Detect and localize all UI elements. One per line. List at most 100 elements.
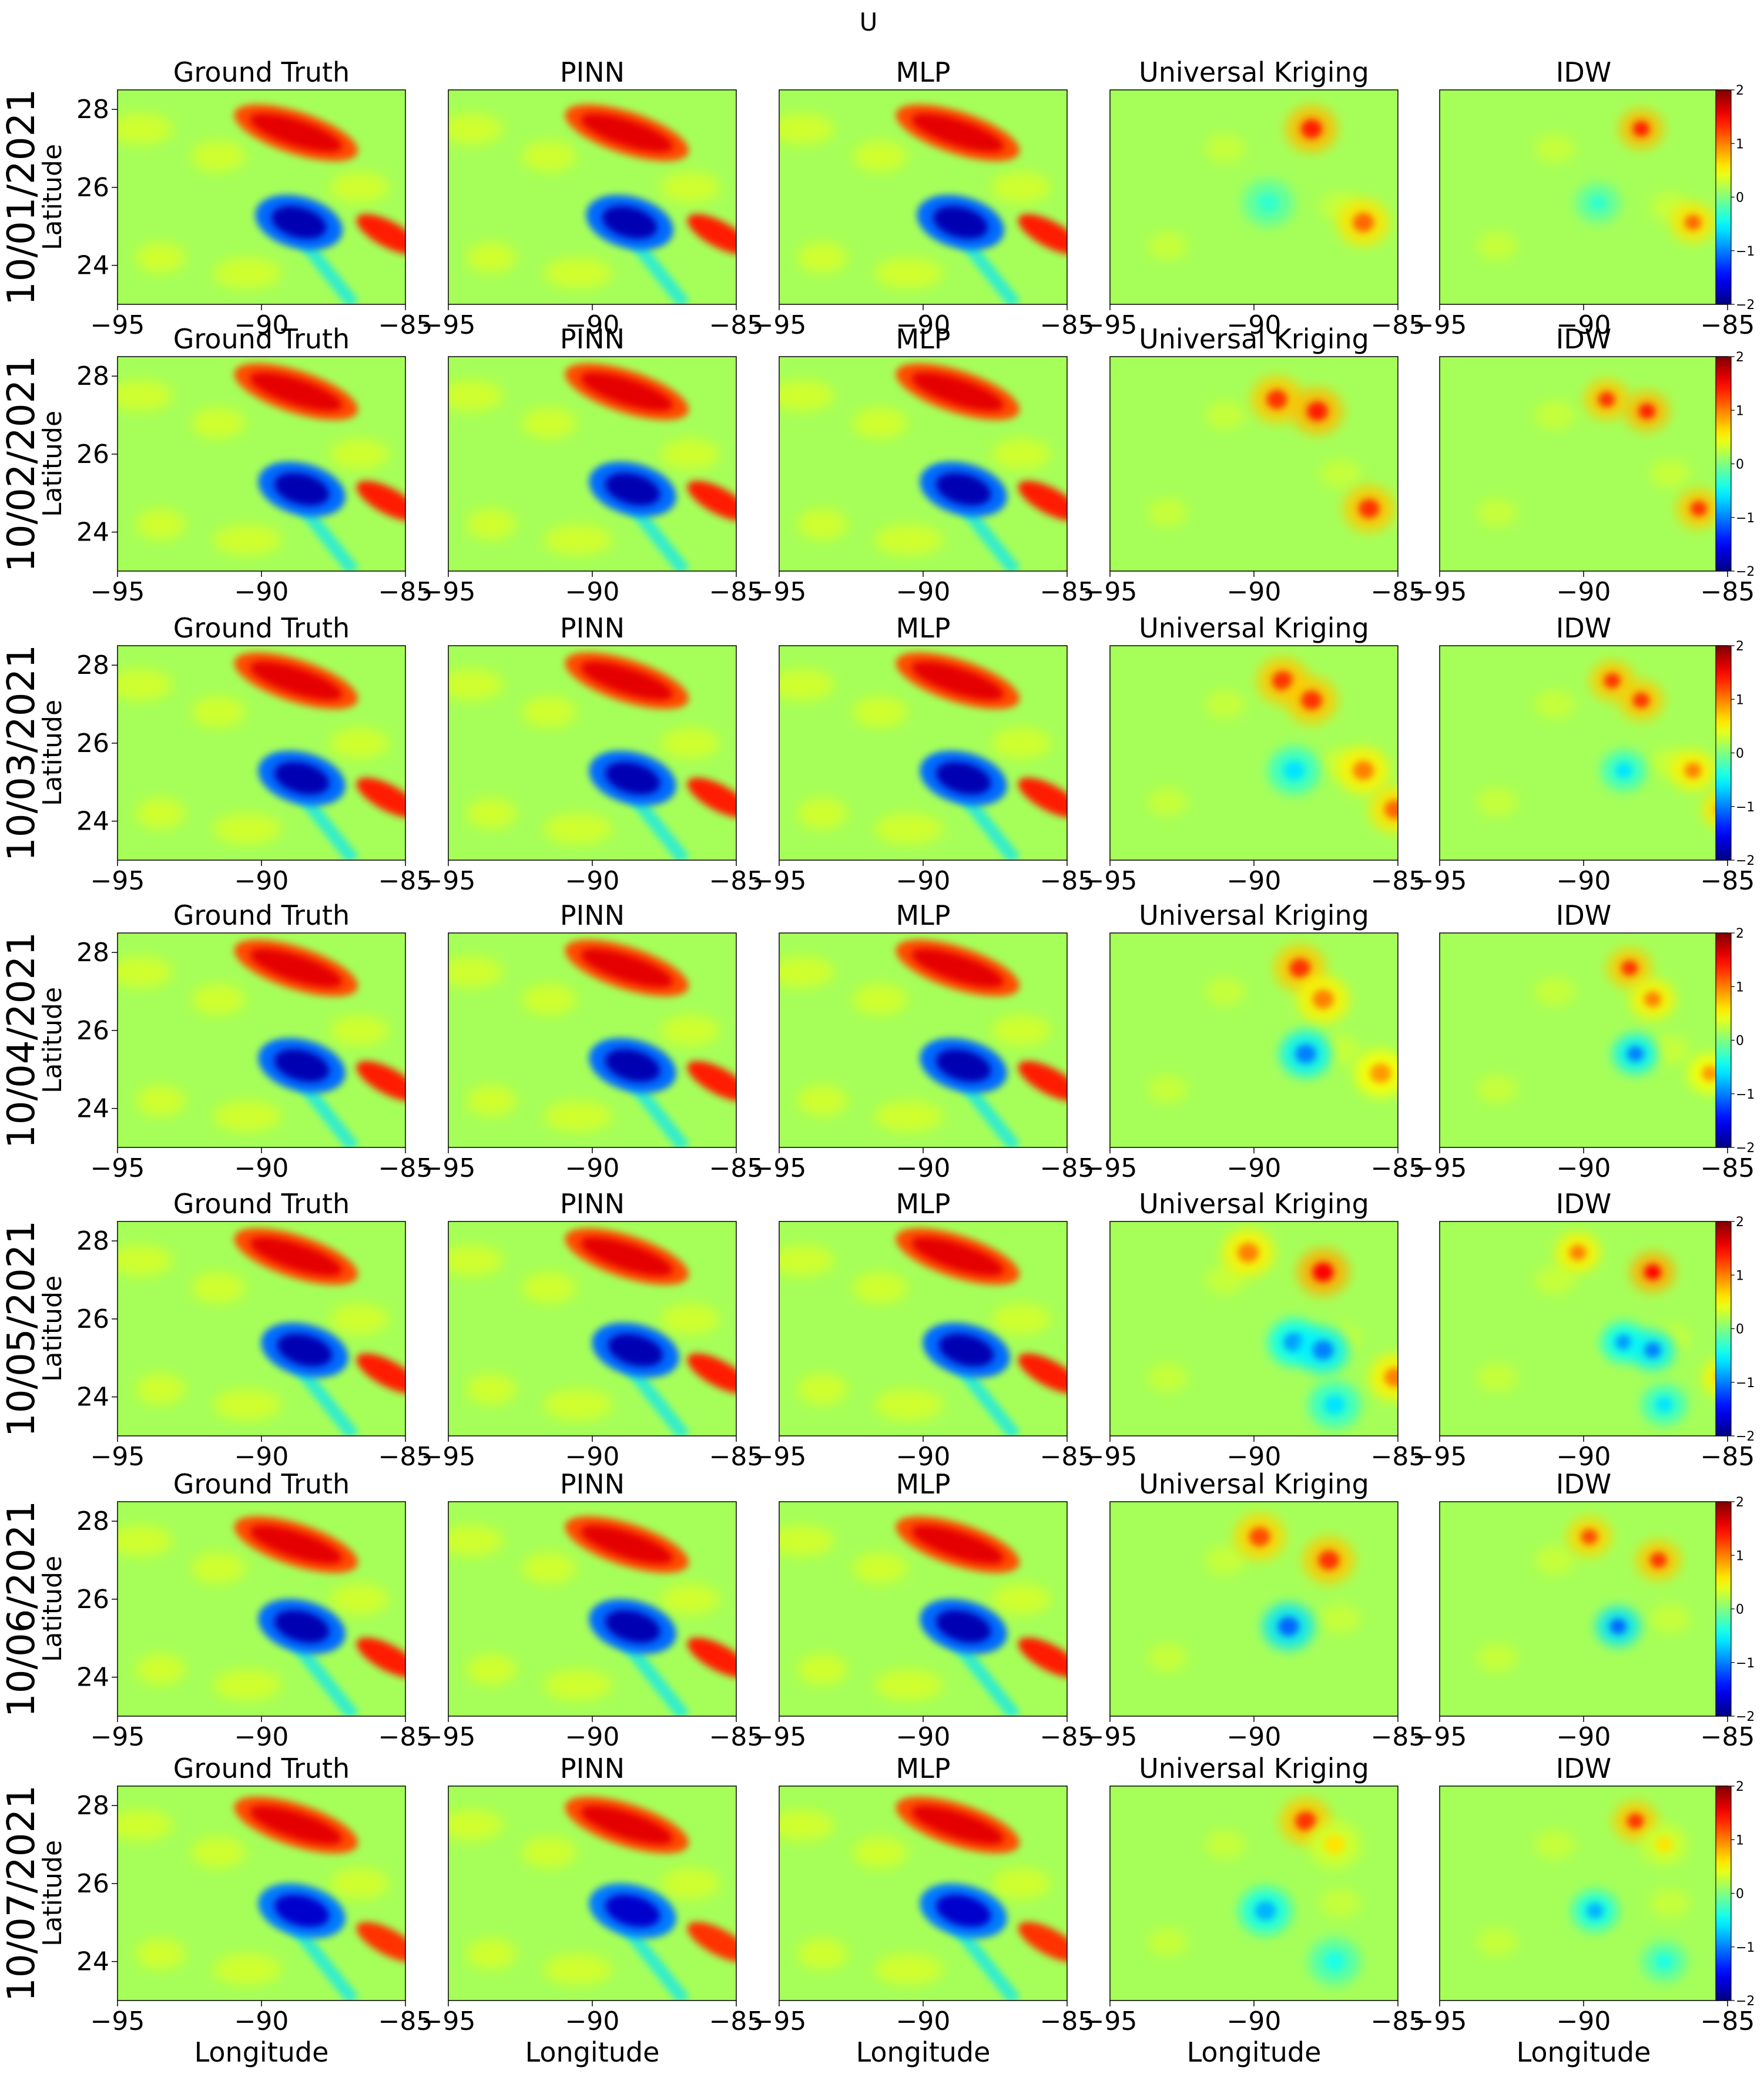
cold-eddy xyxy=(935,1610,991,1643)
x-tick-label: −85 xyxy=(1040,2006,1095,2036)
x-tick-label: −95 xyxy=(752,310,807,340)
cold-eddy xyxy=(271,206,327,239)
x-tick-label: −85 xyxy=(709,866,764,896)
warm-core xyxy=(250,948,343,988)
field-patch xyxy=(467,1374,517,1405)
east-band xyxy=(687,777,736,818)
x-tick-label: −95 xyxy=(1083,577,1138,607)
y-tick-label: 24 xyxy=(76,1382,109,1412)
colorbar-tick-label: 1 xyxy=(1736,404,1744,418)
obs-blob xyxy=(1655,1954,1673,1969)
x-tick-label: −95 xyxy=(90,866,145,896)
panel-title: Ground Truth xyxy=(173,1188,350,1220)
x-tick-label: −90 xyxy=(896,1442,951,1472)
field-patch xyxy=(448,380,504,411)
field-patch xyxy=(1320,1889,1360,1918)
x-tick-label: −85 xyxy=(1701,1442,1755,1472)
obs-blob xyxy=(1589,195,1607,211)
field-patch xyxy=(1477,1928,1517,1956)
x-tick-label: −85 xyxy=(1701,2006,1755,2036)
row-date-label: 10/07/2021 xyxy=(0,1785,43,2002)
warm-core xyxy=(250,1805,343,1845)
field-patch xyxy=(853,1837,907,1868)
field-patch xyxy=(1477,1643,1517,1672)
x-tick-label: −90 xyxy=(234,1722,289,1752)
obs-blob xyxy=(1702,1065,1719,1082)
x-tick-label: −85 xyxy=(709,1722,764,1752)
field-patch xyxy=(1477,498,1517,527)
warm-core xyxy=(911,948,1004,988)
field-patch xyxy=(797,242,847,273)
field-patch xyxy=(874,524,943,555)
cold-eddy xyxy=(938,1333,994,1367)
panel-title: Ground Truth xyxy=(173,56,350,88)
field-patch xyxy=(191,1552,246,1583)
east-band xyxy=(687,214,736,254)
y-tick-label: 26 xyxy=(76,1869,109,1899)
obs-blob xyxy=(1266,390,1288,410)
colorbar-tick-label: −2 xyxy=(1736,565,1755,579)
obs-blob xyxy=(1312,1340,1334,1360)
warm-core xyxy=(911,113,1004,152)
colorbar-gradient xyxy=(1715,89,1732,305)
warm-core xyxy=(250,1237,343,1276)
x-tick-label: −95 xyxy=(752,2006,807,2036)
panel-mlp: MLP −95 −90 −85 xyxy=(752,1188,1095,1472)
east-band xyxy=(356,481,405,521)
field-patch xyxy=(213,1954,281,1985)
x-tick-label: −85 xyxy=(1040,577,1095,607)
field-patch xyxy=(1477,1075,1517,1103)
x-tick-label: −90 xyxy=(1227,1153,1282,1183)
colorbar-tick-label: 1 xyxy=(1736,137,1744,152)
x-tick-label: −95 xyxy=(90,2006,145,2036)
panel-title: PINN xyxy=(560,1753,625,1784)
x-tick-label: −95 xyxy=(421,577,476,607)
x-tick-label: −95 xyxy=(1413,1722,1467,1752)
field-patch xyxy=(522,984,576,1015)
y-tick-label: 24 xyxy=(76,1094,109,1124)
field-patch xyxy=(330,1583,389,1615)
x-tick-label: −85 xyxy=(1040,1722,1095,1752)
x-tick-label: −95 xyxy=(1413,310,1467,340)
field-patch xyxy=(797,1654,847,1685)
x-tick-label: −95 xyxy=(752,1442,807,1472)
colorbar-tick-label: 1 xyxy=(1736,693,1744,707)
panel-ground-truth: Ground Truth −95 −90 −85 24 26 28 xyxy=(76,323,432,607)
colorbar-gradient xyxy=(1715,1785,1732,2001)
warm-core xyxy=(911,661,1004,700)
panel-idw: IDW −95 −90 −85 xyxy=(1413,899,1755,1183)
colorbar-tick-label: 1 xyxy=(1736,1268,1744,1283)
field-patch xyxy=(1535,401,1575,429)
x-tick-label: −85 xyxy=(1701,866,1755,896)
x-tick-label: −95 xyxy=(1413,577,1467,607)
colorbar-tick-label: 0 xyxy=(1736,1603,1744,1617)
field-patch xyxy=(448,1245,504,1276)
panel-pinn: PINN −95 −90 −85 xyxy=(421,899,764,1183)
field-patch xyxy=(330,438,389,469)
x-tick-label: −90 xyxy=(896,577,951,607)
x-tick-label: −95 xyxy=(421,310,476,340)
x-tick-label: −90 xyxy=(565,310,620,340)
colorbar-tick-label: −2 xyxy=(1736,1994,1755,2009)
field-patch xyxy=(213,257,281,288)
x-tick-label: −95 xyxy=(752,866,807,896)
field-patch xyxy=(213,524,281,555)
x-tick-label: −85 xyxy=(1371,1722,1426,1752)
x-tick-label: −85 xyxy=(378,310,433,340)
panel-idw: IDW −95 −90 −85 xyxy=(1413,1468,1755,1752)
x-tick-label: −95 xyxy=(421,1153,476,1183)
field-patch xyxy=(1205,977,1245,1006)
east-band xyxy=(356,1637,405,1678)
x-tick-label: −90 xyxy=(1557,1153,1611,1183)
x-tick-label: −85 xyxy=(1701,310,1755,340)
east-band xyxy=(1018,1353,1067,1394)
panel-title: IDW xyxy=(1556,899,1611,931)
field-patch xyxy=(544,257,612,288)
field-patch xyxy=(779,669,834,700)
y-tick-label: 24 xyxy=(76,518,109,548)
panel-idw: IDW −95 −90 −85 xyxy=(1413,56,1755,340)
colorbar-tick-label: 2 xyxy=(1736,1215,1744,1230)
field-patch xyxy=(330,1868,389,1899)
